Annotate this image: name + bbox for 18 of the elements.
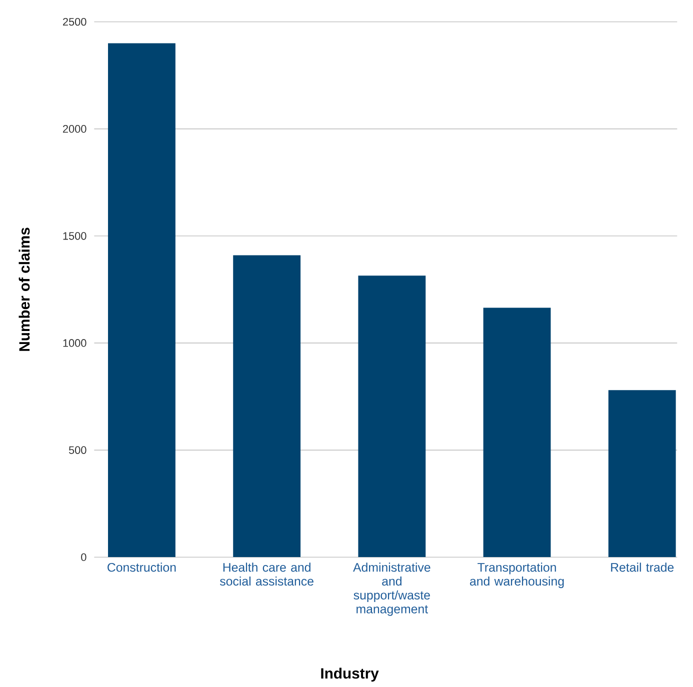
y-tick-label: 2500 [63, 18, 86, 26]
y-tick-label: 1000 [63, 339, 86, 347]
x-axis-title: Industry [321, 668, 379, 682]
bar [358, 276, 426, 558]
bar [108, 43, 176, 558]
x-tick-label: Administrative and support/waste management [353, 562, 430, 616]
bar [233, 255, 301, 558]
y-tick-label: 1500 [63, 232, 86, 240]
bar [608, 390, 676, 558]
y-tick-label: 500 [68, 446, 86, 454]
bar [483, 308, 551, 558]
x-tick-label: Construction [108, 562, 176, 572]
y-tick-label: 0 [81, 553, 86, 562]
x-tick-label: Health care and social assistance [220, 562, 314, 586]
y-tick-label: 2000 [63, 125, 86, 133]
x-tick-label: Retail trade [611, 562, 674, 572]
y-axis-title: Number of claims [18, 228, 30, 351]
x-tick-label: Transportation and warehousing [470, 562, 564, 588]
